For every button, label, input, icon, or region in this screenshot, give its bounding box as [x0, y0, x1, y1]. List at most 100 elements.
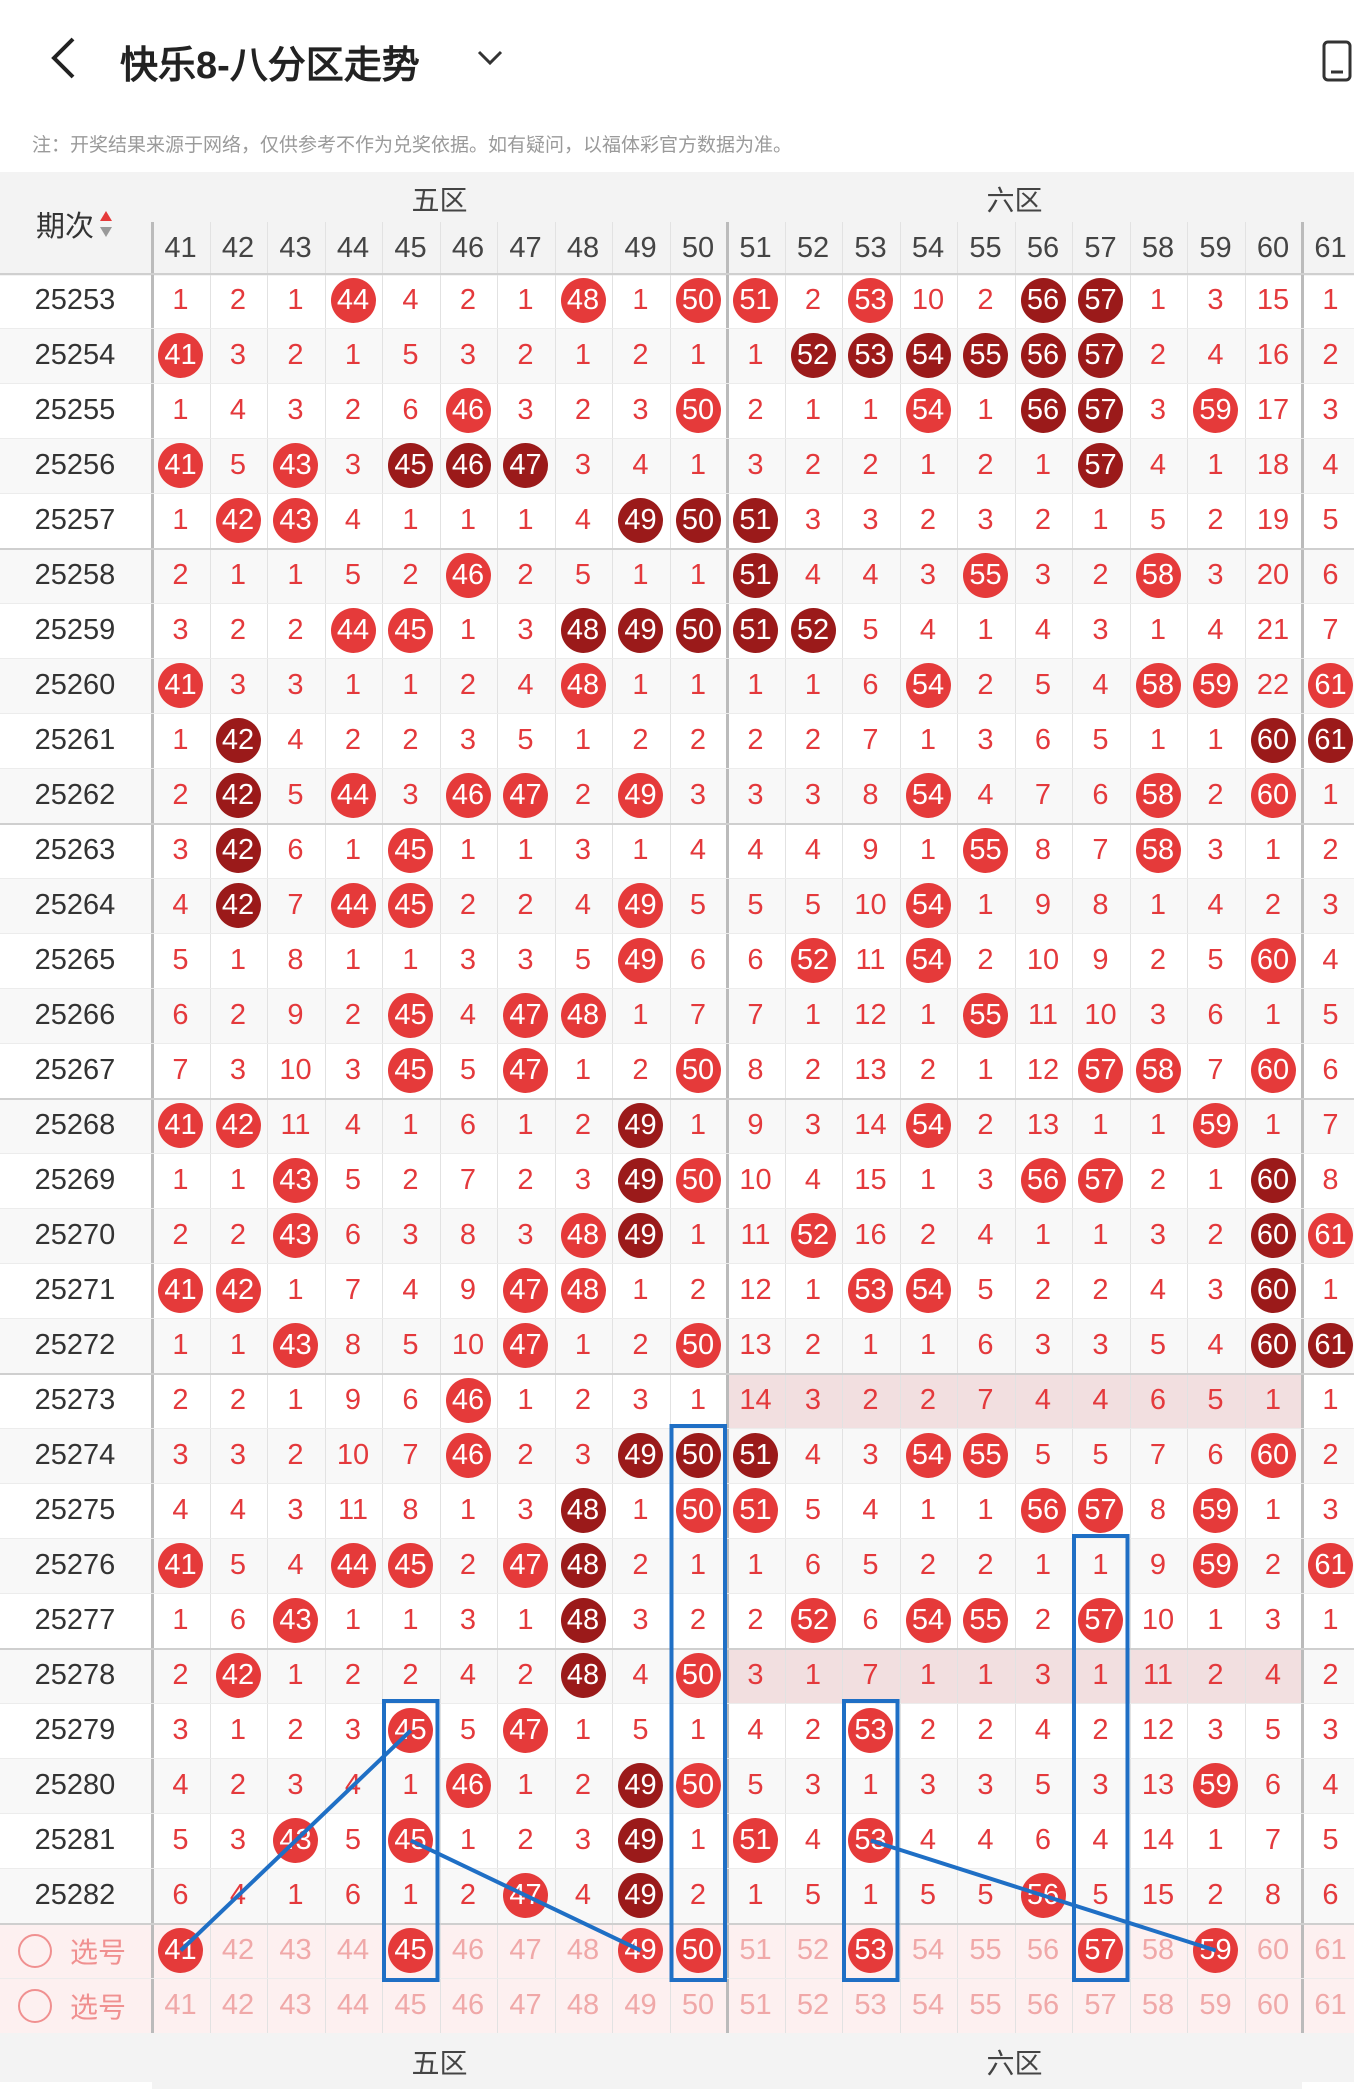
- select-number-42[interactable]: 42: [210, 1978, 267, 2033]
- select-number-54[interactable]: 54: [900, 1923, 957, 1978]
- ball-46: 46: [445, 773, 491, 818]
- table-cell: 61: [1302, 1538, 1354, 1593]
- miss-count: 1: [689, 1109, 707, 1141]
- miss-count: 3: [1149, 394, 1167, 426]
- table-cell: 3: [612, 1593, 669, 1648]
- select-row-label[interactable]: 选号: [0, 1923, 150, 1978]
- ball-60: 60: [1250, 1048, 1296, 1093]
- table-cell: 1: [1072, 1208, 1129, 1263]
- select-number-59[interactable]: 59: [1187, 1978, 1244, 2033]
- grid-col-line: [899, 222, 901, 2040]
- select-number-44[interactable]: 44: [325, 1978, 382, 2033]
- phone-menu-button[interactable]: [1320, 38, 1354, 84]
- table-cell: 6: [1302, 1043, 1354, 1098]
- select-number-55[interactable]: 55: [957, 1978, 1014, 2033]
- miss-count: 1: [517, 504, 534, 536]
- table-cell: 58: [1130, 658, 1187, 713]
- table-cell: 2: [555, 383, 612, 438]
- ball-59: 59: [1193, 388, 1238, 433]
- select-number-52[interactable]: 52: [785, 1923, 842, 1978]
- select-number-50[interactable]: 50: [670, 1923, 727, 1978]
- table-cell: 48: [555, 1538, 612, 1593]
- select-number-61[interactable]: 61: [1302, 1978, 1354, 2033]
- table-cell: 2: [727, 383, 784, 438]
- title-dropdown-button[interactable]: [472, 40, 508, 76]
- miss-count: 2: [747, 1604, 764, 1636]
- select-number-53[interactable]: 53: [842, 1923, 899, 1978]
- table-cell: 2: [497, 1153, 554, 1208]
- select-number-53[interactable]: 53: [842, 1978, 899, 2033]
- select-number-47[interactable]: 47: [497, 1978, 554, 2033]
- miss-count: 2: [1264, 889, 1282, 921]
- table-cell: 48: [555, 988, 612, 1043]
- select-number-47[interactable]: 47: [497, 1923, 554, 1978]
- miss-count: 1: [919, 1329, 937, 1361]
- picked-ball-53[interactable]: 53: [848, 1928, 893, 1973]
- table-cell: 5: [785, 1483, 842, 1538]
- table-cell: 60: [1245, 713, 1302, 768]
- select-number-49[interactable]: 49: [612, 1978, 669, 2033]
- period-header[interactable]: 期次: [0, 194, 150, 254]
- select-number-61[interactable]: 61: [1302, 1923, 1354, 1978]
- picked-ball-50[interactable]: 50: [675, 1928, 721, 1973]
- select-number-41[interactable]: 41: [152, 1978, 209, 2033]
- select-number-56[interactable]: 56: [1015, 1923, 1072, 1978]
- select-number-57[interactable]: 57: [1072, 1978, 1129, 2033]
- table-cell: 60: [1245, 1428, 1302, 1483]
- table-cell: 2: [1015, 1593, 1072, 1648]
- chevron-down-icon: [477, 50, 503, 66]
- back-button[interactable]: [38, 28, 88, 88]
- select-number-46[interactable]: 46: [440, 1978, 497, 2033]
- select-number-58[interactable]: 58: [1130, 1978, 1187, 2033]
- table-cell: 47: [497, 438, 554, 493]
- select-number-43[interactable]: 43: [267, 1978, 324, 2033]
- select-number-51[interactable]: 51: [727, 1978, 784, 2033]
- select-number-51[interactable]: 51: [727, 1923, 784, 1978]
- miss-count: 3: [574, 1164, 592, 1196]
- select-number-44[interactable]: 44: [325, 1923, 382, 1978]
- select-number-45[interactable]: 45: [382, 1978, 439, 2033]
- select-number-54[interactable]: 54: [900, 1978, 957, 2033]
- miss-count: 1: [517, 1384, 534, 1416]
- table-cell: 51: [727, 1428, 784, 1483]
- select-number-42[interactable]: 42: [210, 1923, 267, 1978]
- grid-row-line: [0, 383, 1354, 384]
- ball-41: 41: [158, 663, 203, 708]
- select-number-43[interactable]: 43: [267, 1923, 324, 1978]
- miss-count: 2: [344, 724, 362, 756]
- table-cell: 2: [152, 1373, 209, 1428]
- table-cell: 3: [267, 383, 324, 438]
- miss-count: 1: [804, 394, 822, 426]
- ball-47: 47: [503, 443, 548, 488]
- ball-55: 55: [963, 333, 1008, 378]
- table-cell: 3: [1015, 1648, 1072, 1703]
- column-header-49: 49: [612, 222, 669, 274]
- select-row-label[interactable]: 选号: [0, 1978, 150, 2033]
- select-number-57[interactable]: 57: [1072, 1923, 1129, 1978]
- select-number-52[interactable]: 52: [785, 1978, 842, 2033]
- picked-ball-45[interactable]: 45: [388, 1928, 433, 1973]
- radio-icon[interactable]: [18, 1988, 52, 2023]
- table-cell: 6: [1187, 988, 1244, 1043]
- radio-icon[interactable]: [18, 1933, 52, 1968]
- miss-count: 3: [1149, 1219, 1167, 1251]
- select-number-48[interactable]: 48: [555, 1923, 612, 1978]
- picked-ball-57[interactable]: 57: [1078, 1928, 1123, 1973]
- select-number-60[interactable]: 60: [1245, 1978, 1302, 2033]
- select-number-58[interactable]: 58: [1130, 1923, 1187, 1978]
- ball-44: 44: [330, 608, 376, 653]
- select-number-45[interactable]: 45: [382, 1923, 439, 1978]
- table-cell: 3: [957, 493, 1014, 548]
- select-number-60[interactable]: 60: [1245, 1923, 1302, 1978]
- miss-count: 11: [855, 944, 886, 976]
- select-number-55[interactable]: 55: [957, 1923, 1014, 1978]
- select-number-48[interactable]: 48: [555, 1978, 612, 2033]
- table-cell: 10: [842, 878, 899, 933]
- select-number-46[interactable]: 46: [440, 1923, 497, 1978]
- select-number-50[interactable]: 50: [670, 1978, 727, 2033]
- ball-42: 42: [215, 498, 261, 543]
- miss-count: 5: [1322, 504, 1339, 536]
- table-cell: 2: [325, 713, 382, 768]
- select-number-56[interactable]: 56: [1015, 1978, 1072, 2033]
- table-cell: 4: [785, 1813, 842, 1868]
